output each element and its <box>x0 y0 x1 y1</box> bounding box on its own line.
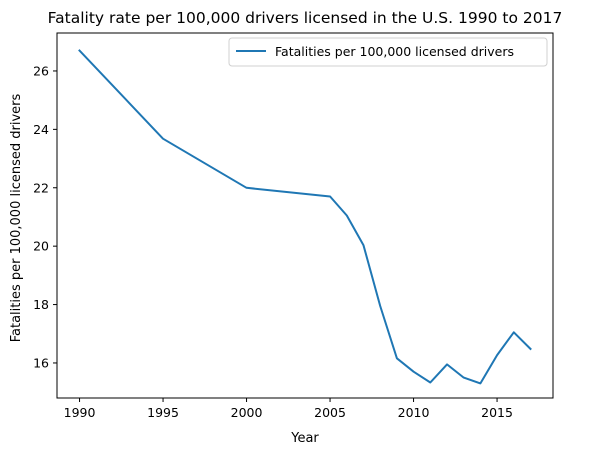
legend: Fatalities per 100,000 licensed drivers <box>228 37 548 67</box>
x-tick-label: 1990 <box>64 405 96 420</box>
legend-entry-label: Fatalities per 100,000 licensed drivers <box>275 44 514 59</box>
y-tick-label: 16 <box>33 355 49 370</box>
legend-box <box>228 37 548 67</box>
x-tick-label: 2015 <box>481 405 513 420</box>
y-tick-label: 18 <box>33 297 49 312</box>
plot-area: 1990 1995 2000 2005 2010 2015 16 18 20 22 24 26 <box>33 32 554 420</box>
series-line <box>78 49 532 385</box>
y-tick-label: 26 <box>33 63 49 78</box>
y-tick-label: 20 <box>33 239 49 254</box>
x-axis-label: Year <box>290 431 319 446</box>
axes-frame <box>56 32 554 399</box>
chart-title: Fatality rate per 100,000 drivers licens… <box>48 9 563 27</box>
y-tick-label: 22 <box>33 180 49 195</box>
y-tick-label: 24 <box>33 122 49 137</box>
x-tick-label: 2000 <box>231 405 263 420</box>
x-tick-label: 2010 <box>398 405 430 420</box>
y-axis-label: Fatalities per 100,000 licensed drivers <box>9 94 24 343</box>
x-tick-label: 1995 <box>147 405 179 420</box>
x-tick-label: 2005 <box>314 405 346 420</box>
